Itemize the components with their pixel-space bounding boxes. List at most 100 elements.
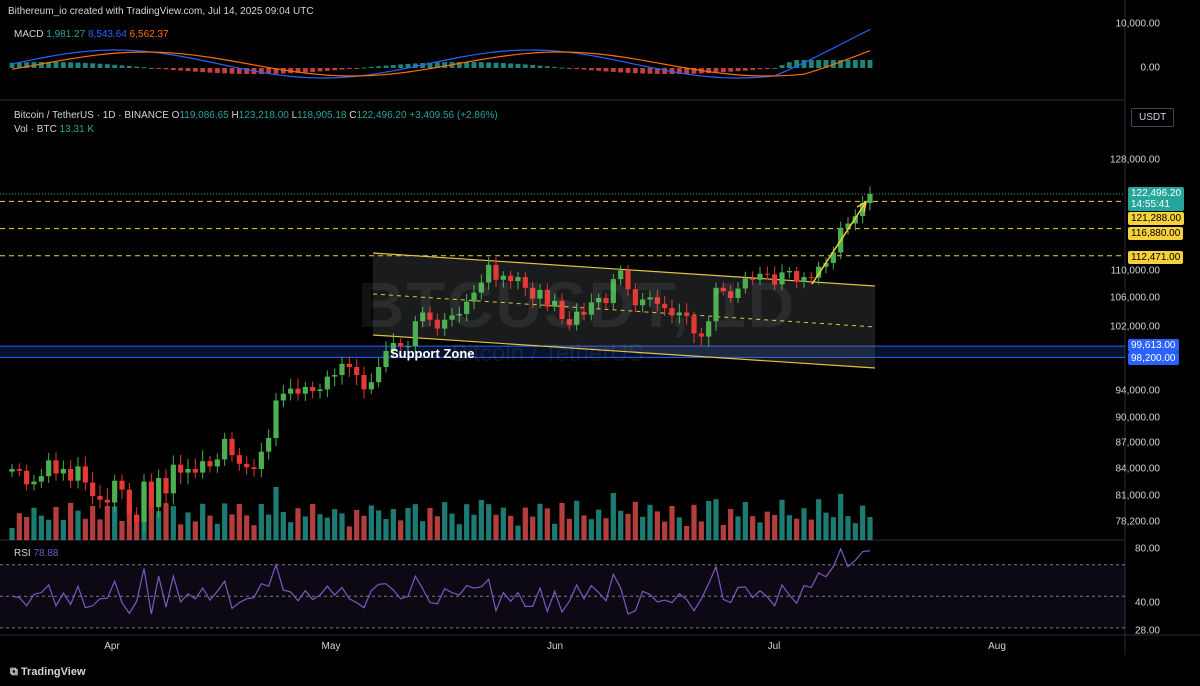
candle-body: [720, 287, 726, 292]
candle-body: [588, 302, 594, 315]
volume-bar: [618, 510, 624, 540]
volume-bar: [713, 499, 719, 540]
volume-bar: [544, 508, 550, 540]
rsi-tick-28: 28.00: [1134, 625, 1160, 637]
volume-bar: [104, 505, 110, 540]
currency-button[interactable]: USDT: [1131, 108, 1175, 127]
volume-bar: [200, 503, 206, 540]
volume-bar: [46, 519, 52, 540]
volume-bar: [610, 493, 616, 540]
candle-body: [280, 393, 286, 401]
volume-bar: [559, 503, 565, 540]
trend-arrow-line: [811, 201, 867, 285]
change-value: +3,409.56 (+2.86%): [409, 110, 498, 121]
macd-histogram-bar: [24, 62, 30, 68]
macd-histogram-bar: [258, 68, 264, 75]
price-tick: 87,000.00: [1115, 437, 1161, 449]
volume-bar: [75, 510, 81, 540]
macd-histogram-bar: [134, 66, 140, 68]
volume-bar: [361, 515, 367, 540]
candle-body: [537, 289, 543, 299]
macd-histogram-bar: [779, 65, 785, 68]
macd-legend: MACD 1,981.27 8,543.64 6,562.37: [14, 29, 169, 40]
volume-bar: [97, 519, 103, 540]
candle-body: [141, 481, 147, 522]
volume-bar: [823, 512, 829, 540]
candle-body: [207, 461, 213, 467]
candle-body: [185, 469, 191, 473]
candle-body: [82, 466, 88, 483]
candle-body: [610, 279, 616, 304]
candle-body: [647, 297, 653, 300]
macd-histogram-bar: [742, 68, 748, 71]
candle-body: [258, 451, 264, 469]
macd-histogram-bar: [75, 62, 81, 68]
macd-histogram-bar: [625, 68, 631, 73]
low-label: L: [291, 110, 298, 121]
macd-histogram-bar: [280, 68, 286, 74]
candle-body: [654, 297, 660, 304]
volume-bar: [163, 503, 169, 540]
current-price-badge: 122,496.20 14:55:41: [1128, 187, 1185, 211]
candle-body: [60, 469, 66, 474]
macd-histogram-bar: [456, 61, 462, 68]
volume-bar: [192, 521, 198, 540]
volume-bar: [676, 517, 682, 540]
rsi-tick-40: 40.00: [1134, 597, 1160, 609]
macd-histogram-bar: [207, 68, 213, 73]
candle-body: [574, 311, 580, 325]
month-label: May: [321, 641, 341, 652]
volume-bar: [515, 525, 521, 540]
macd-histogram-bar: [434, 62, 440, 68]
macd-histogram-bar: [728, 68, 734, 72]
macd-histogram-bar: [295, 68, 301, 73]
macd-histogram-bar: [493, 62, 499, 68]
close-value: 122,496.20: [356, 110, 407, 121]
volume-bar: [838, 494, 844, 540]
macd-histogram-bar: [500, 63, 506, 68]
macd-tick-0: 0.00: [1140, 62, 1160, 74]
support-badge-lower: 98,200.00: [1128, 352, 1179, 365]
candle-body: [368, 382, 374, 390]
volume-bar: [801, 508, 807, 540]
macd-tick-10000: 10,000.00: [1115, 18, 1161, 30]
volume-bar: [185, 512, 191, 540]
candle-body: [134, 514, 140, 522]
volume-bar: [82, 518, 88, 540]
candle-body: [676, 312, 682, 316]
macd-histogram-bar: [823, 60, 829, 68]
macd-histogram-bar: [662, 68, 668, 75]
macd-histogram-bar: [266, 68, 272, 74]
volume-bar: [867, 517, 873, 540]
candle-body: [867, 193, 873, 204]
volume-bar: [119, 521, 125, 540]
volume-bar: [691, 504, 697, 540]
candle-body: [522, 277, 528, 288]
macd-value-3: 6,562.37: [129, 29, 169, 40]
volume-bar: [669, 506, 675, 540]
macd-histogram-bar: [185, 68, 191, 72]
macd-value-1: 1,981.27: [46, 29, 86, 40]
volume-bar: [266, 514, 272, 540]
candle-body: [464, 301, 470, 314]
volume-bar: [537, 503, 543, 540]
candle-body: [75, 466, 81, 481]
volume-bar: [684, 526, 690, 540]
volume-bar: [60, 520, 66, 540]
price-tick: 94,000.00: [1115, 385, 1161, 397]
candle-body: [288, 388, 294, 394]
candle-body: [581, 311, 587, 315]
volume-bar: [112, 506, 118, 540]
volume-bar: [508, 515, 514, 540]
candle-body: [53, 460, 59, 474]
candle-body: [713, 287, 719, 322]
rsi-label: RSI: [14, 548, 31, 559]
volume-bar: [390, 509, 396, 540]
volume-bar: [207, 515, 213, 540]
volume-bar: [566, 518, 572, 540]
macd-histogram-bar: [412, 63, 418, 68]
macd-histogram-bar: [640, 68, 646, 74]
volume-bar: [434, 516, 440, 540]
candle-body: [632, 289, 638, 306]
